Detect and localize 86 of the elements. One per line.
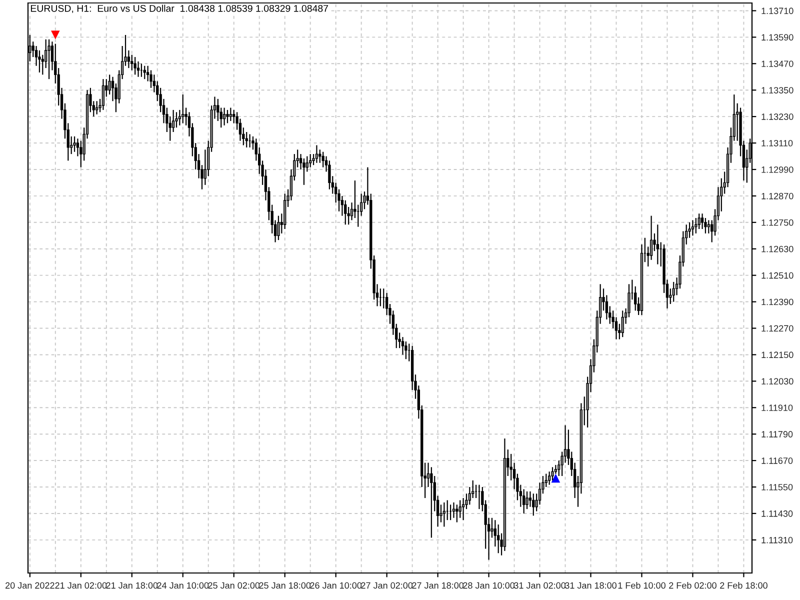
candlestick: [48, 38, 50, 80]
candlestick: [442, 502, 446, 528]
candlestick: [229, 107, 232, 122]
x-tick-label: 2 Feb 02:00: [669, 582, 716, 589]
candlestick: [136, 60, 140, 78]
candlestick: [452, 502, 456, 518]
candlestick: [277, 215, 280, 241]
y-tick-label: 1.11910: [762, 404, 793, 411]
candlestick: [302, 158, 306, 186]
x-tick-label: 27 Jan 02:00: [361, 582, 413, 589]
candlestick: [456, 504, 458, 523]
x-tick-label: 25 Jan 02:00: [208, 582, 260, 589]
candlestick: [621, 310, 624, 338]
y-tick-label: 1.11310: [762, 536, 793, 544]
candlestick: [458, 500, 462, 518]
candlestick: [318, 149, 322, 164]
candlestick: [130, 54, 134, 71]
x-tick-label: 27 Jan 18:00: [412, 582, 464, 589]
candlestick: [440, 504, 442, 523]
x-tick-label: 21 Jan 02:00: [55, 582, 107, 589]
candlestick: [41, 54, 44, 76]
y-tick-label: 1.13110: [762, 140, 793, 146]
candlestick: [522, 488, 526, 514]
y-tick-label: 1.13470: [762, 60, 794, 67]
y-tick-label: 1.12750: [762, 219, 794, 226]
x-tick-label: 31 Jan 18:00: [565, 582, 617, 589]
chart-title: EURUSD, H1: Euro vs US Dollar 1.08438 1.08539 1.08329 1.08487: [30, 4, 328, 13]
candlestick: [710, 220, 714, 243]
candlestick: [526, 490, 528, 510]
y-tick-label: 1.13230: [762, 114, 794, 120]
y-tick-label: 1.12990: [762, 166, 794, 173]
y-tick-label: 1.12630: [762, 246, 794, 252]
candlestick: [698, 213, 700, 230]
candlestick: [691, 220, 694, 236]
y-tick-label: 1.13710: [762, 8, 794, 14]
x-tick-label: 25 Jan 18:00: [259, 582, 311, 589]
candlestick: [127, 50, 130, 69]
candlestick: [306, 156, 308, 172]
candlestick: [322, 151, 324, 168]
candlestick: [430, 466, 433, 538]
candlestick: [404, 340, 408, 360]
y-tick-label: 1.12030: [762, 378, 794, 385]
candlestick: [328, 160, 331, 190]
candlestick: [694, 217, 698, 234]
candlestick: [222, 107, 226, 126]
candlestick: [102, 78, 105, 110]
x-tick-label: 2 Feb 18:00: [720, 582, 768, 589]
candlestick: [315, 144, 318, 164]
candlestick: [700, 213, 704, 230]
candlestick: [497, 524, 500, 554]
x-tick-label: 20 Jan 2022: [6, 582, 54, 589]
candlestick: [344, 200, 347, 226]
y-tick-label: 1.12150: [762, 352, 794, 358]
candlestick: [182, 94, 184, 124]
candlestick: [175, 112, 178, 128]
candlestick: [73, 136, 76, 152]
y-tick-label: 1.11790: [762, 431, 793, 438]
y-tick-label: 1.12870: [762, 192, 794, 200]
candlestick: [143, 65, 146, 80]
candlestick: [532, 493, 535, 516]
candlestick: [38, 50, 41, 74]
candlestick: [226, 109, 229, 124]
candlestick: [95, 100, 98, 115]
y-tick-label: 1.12270: [762, 325, 794, 332]
x-tick-label: 1 Feb 10:00: [618, 582, 666, 589]
x-tick-label: 21 Jan 18:00: [106, 582, 158, 589]
y-tick-label: 1.11670: [762, 458, 793, 464]
candlestick: [490, 517, 494, 538]
y-tick-label: 1.12510: [762, 272, 794, 279]
y-tick-label: 1.13590: [762, 34, 794, 41]
x-tick-label: 24 Jan 10:00: [157, 582, 209, 589]
candlestick: [134, 56, 136, 76]
x-tick-label: 31 Jan 02:00: [514, 582, 566, 589]
y-tick-label: 1.12390: [762, 298, 794, 306]
y-tick-label: 1.11550: [762, 484, 793, 490]
y-tick-label: 1.13350: [762, 87, 794, 94]
x-tick-label: 26 Jan 10:00: [310, 582, 362, 589]
candlestick: [672, 281, 675, 302]
candlestick: [704, 217, 707, 234]
candlestick: [401, 336, 404, 356]
candlestick: [548, 471, 551, 486]
candlestick: [150, 70, 152, 88]
y-tick-label: 1.11430: [762, 510, 793, 517]
candlestick: [551, 466, 554, 481]
x-tick-label: 28 Jan 10:00: [463, 582, 515, 589]
candlestick: [656, 224, 660, 265]
